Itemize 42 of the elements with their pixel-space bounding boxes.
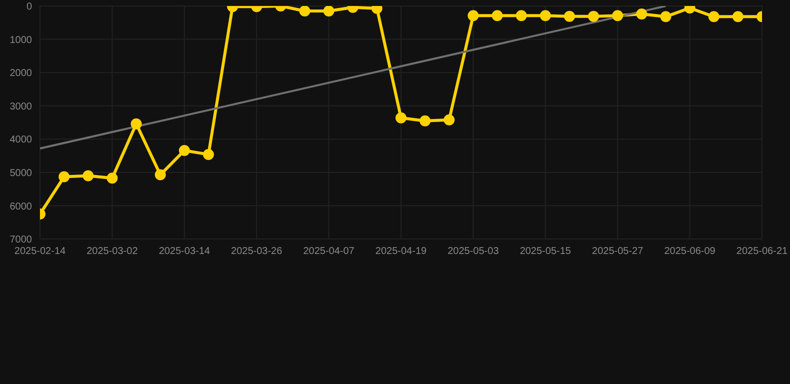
x-tick-label: 2025-03-14 — [158, 246, 210, 258]
point — [732, 11, 744, 22]
x-tick-label: 2025-04-19 — [375, 246, 428, 258]
point — [420, 115, 431, 126]
point — [612, 10, 624, 22]
point — [178, 144, 190, 156]
x-tick-label: 2025-05-03 — [448, 246, 500, 258]
point — [588, 10, 600, 22]
point — [444, 114, 455, 126]
x-tick-label: 2025-03-26 — [231, 246, 283, 258]
y-tick-label: 0 — [26, 2, 32, 13]
x-tick-label: 2025-06-21 — [736, 246, 788, 258]
y-tick-label: 1000 — [10, 34, 32, 46]
x-tick-label: 2025-04-07 — [303, 246, 355, 258]
x-tick-label: 2025-05-27 — [592, 246, 644, 258]
point — [492, 10, 503, 22]
point — [516, 10, 527, 22]
point — [299, 6, 310, 16]
point — [82, 170, 94, 182]
y-tick-label: 5000 — [10, 168, 32, 179]
point — [154, 169, 166, 180]
y-tick-label: 2000 — [10, 68, 32, 80]
point — [396, 112, 406, 124]
point — [106, 172, 118, 184]
y-tick-label: 3000 — [10, 101, 32, 112]
x-tick-label: 2025-05-15 — [520, 246, 572, 258]
point — [202, 148, 214, 160]
point — [636, 8, 648, 20]
y-tick-label: 7000 — [10, 234, 32, 246]
x-tick-label: 2025-06-09 — [664, 246, 716, 258]
point — [468, 10, 479, 22]
point — [564, 10, 575, 22]
point — [323, 6, 334, 16]
point — [58, 171, 70, 182]
x-tick-label: 2025-03-02 — [86, 246, 138, 258]
point — [660, 11, 672, 22]
x-tick-label: 2025-02-14 — [14, 246, 66, 258]
y-tick-label: 4000 — [10, 134, 32, 146]
point — [130, 118, 142, 130]
point — [540, 10, 551, 22]
point — [708, 11, 720, 22]
y-tick-label: 6000 — [10, 201, 32, 212]
